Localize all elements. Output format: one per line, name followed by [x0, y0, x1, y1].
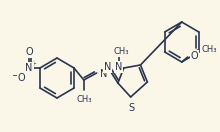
Text: O: O — [191, 51, 198, 61]
Text: +: + — [30, 61, 36, 67]
Text: S: S — [128, 103, 135, 113]
Text: CH₃: CH₃ — [113, 48, 128, 56]
Text: N: N — [115, 62, 123, 72]
Text: CH₃: CH₃ — [76, 95, 92, 104]
Text: N: N — [99, 69, 107, 79]
Text: O: O — [17, 73, 25, 83]
Text: O: O — [25, 47, 33, 57]
Text: N: N — [26, 63, 33, 73]
Text: −: − — [12, 71, 20, 81]
Text: N: N — [104, 62, 111, 72]
Text: CH₃: CH₃ — [201, 44, 217, 53]
